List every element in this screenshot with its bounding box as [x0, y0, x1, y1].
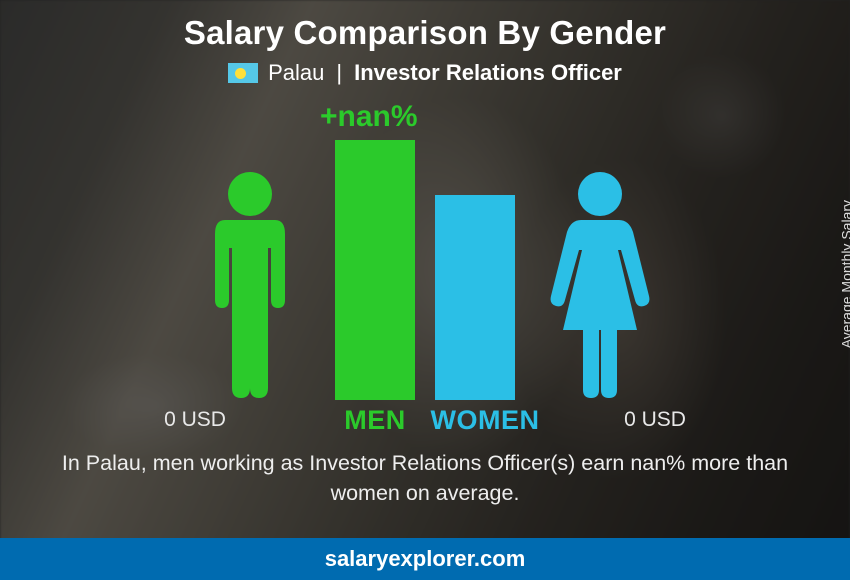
country-name: Palau [268, 60, 324, 86]
chart-area: +nan% 0 USD MEN WOMEN 0 USD [0, 100, 850, 440]
men-value: 0 USD [135, 408, 255, 432]
footer-link[interactable]: salaryexplorer.com [325, 546, 526, 572]
women-value: 0 USD [595, 408, 715, 432]
flag-circle [235, 68, 246, 79]
men-bar [335, 140, 415, 400]
women-label: WOMEN [415, 405, 555, 436]
main-title: Salary Comparison By Gender [0, 0, 850, 52]
footer-bar: salaryexplorer.com [0, 538, 850, 580]
women-bar [435, 195, 515, 400]
infographic-content: Salary Comparison By Gender Palau | Inve… [0, 0, 850, 580]
subtitle-row: Palau | Investor Relations Officer [0, 60, 850, 86]
job-title: Investor Relations Officer [354, 60, 622, 86]
male-person-icon [195, 170, 305, 400]
y-axis-label: Average Monthly Salary [838, 200, 850, 348]
female-person-icon [545, 170, 655, 400]
caption-text: In Palau, men working as Investor Relati… [60, 448, 790, 508]
subtitle-separator: | [336, 60, 342, 86]
flag-icon [228, 63, 258, 83]
difference-label: +nan% [320, 100, 418, 134]
